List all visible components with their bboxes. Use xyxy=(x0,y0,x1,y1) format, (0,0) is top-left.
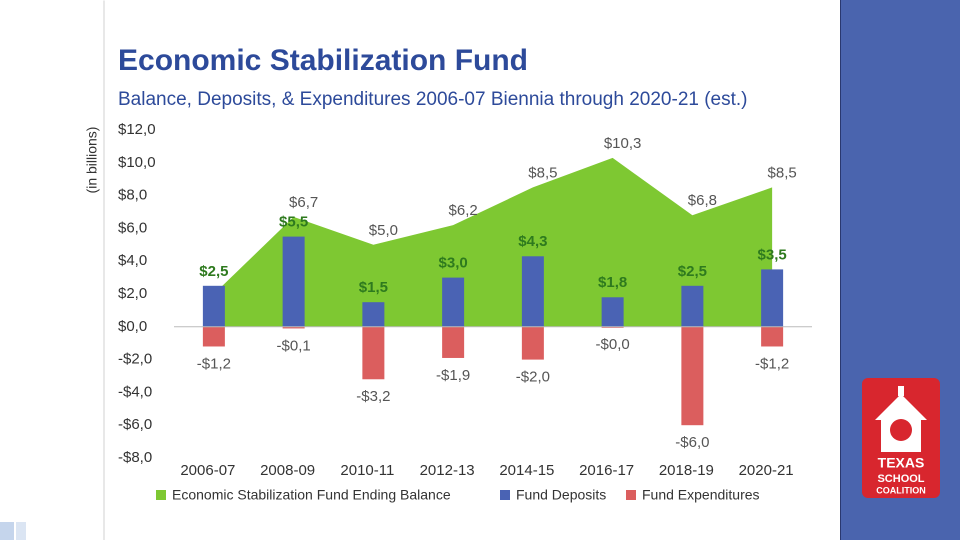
x-tick-label: 2018-19 xyxy=(659,462,714,479)
value-label: $6,8 xyxy=(688,192,717,209)
x-tick-label: 2010-11 xyxy=(340,462,394,479)
bar xyxy=(202,326,225,347)
bar xyxy=(362,302,385,327)
legend-swatch xyxy=(156,490,166,500)
y-tick-label: $4,0 xyxy=(118,252,147,269)
bar xyxy=(601,297,624,327)
value-label: $2,5 xyxy=(678,263,707,280)
logo: TEXAS SCHOOL COALITION xyxy=(862,378,940,498)
chart-subtitle: Balance, Deposits, & Expenditures 2006-0… xyxy=(118,89,748,110)
y-tick-label: -$8,0 xyxy=(118,449,152,466)
x-tick-label: 2020-21 xyxy=(739,462,794,479)
value-label: $6,2 xyxy=(449,202,478,219)
x-tick-label: 2012-13 xyxy=(420,462,475,479)
value-label: -$2,0 xyxy=(516,369,550,386)
balance-area xyxy=(213,157,773,327)
bar xyxy=(202,285,225,327)
bar xyxy=(442,277,465,327)
value-label: $3,0 xyxy=(439,255,468,272)
bar xyxy=(521,326,544,360)
value-label: -$3,2 xyxy=(356,388,390,405)
value-label: -$1,9 xyxy=(436,367,470,384)
value-label: -$6,0 xyxy=(675,434,709,451)
bar xyxy=(761,269,784,327)
chart-title: Economic Stabilization Fund xyxy=(118,44,528,77)
bar xyxy=(442,326,465,358)
logo-text: SCHOOL xyxy=(877,473,924,485)
logo-window xyxy=(890,419,912,441)
value-label: $6,7 xyxy=(289,194,318,211)
y-tick-label: $0,0 xyxy=(118,318,147,335)
y-tick-label: -$2,0 xyxy=(118,351,152,368)
bar xyxy=(761,326,784,347)
bar xyxy=(521,256,544,327)
bar xyxy=(681,285,704,327)
corner-block xyxy=(0,522,14,540)
value-label: $5,5 xyxy=(279,214,308,231)
value-label: $4,3 xyxy=(518,233,547,250)
value-label: $8,5 xyxy=(528,164,557,181)
y-tick-label: -$4,0 xyxy=(118,383,152,400)
value-label: $1,8 xyxy=(598,274,627,291)
y-tick-label: $12,0 xyxy=(118,121,156,138)
value-label: $3,5 xyxy=(758,246,787,263)
value-label: -$1,2 xyxy=(755,355,789,372)
value-label: $5,0 xyxy=(369,222,398,239)
bar xyxy=(362,326,385,380)
y-tick-label: $8,0 xyxy=(118,187,147,204)
legend-swatch xyxy=(500,490,510,500)
y-axis-label: (in billions) xyxy=(84,127,100,194)
y-tick-label: $6,0 xyxy=(118,219,147,236)
legend-label: Fund Expenditures xyxy=(642,487,760,503)
x-tick-label: 2014-15 xyxy=(499,462,554,479)
x-tick-label: 2016-17 xyxy=(579,462,634,479)
bar xyxy=(282,326,305,329)
x-tick-label: 2008-09 xyxy=(260,462,315,479)
value-label: $2,5 xyxy=(199,263,228,280)
x-tick-label: 2006-07 xyxy=(180,462,235,479)
legend-label: Fund Deposits xyxy=(516,487,606,503)
value-label: $8,5 xyxy=(768,164,797,181)
bar xyxy=(681,326,704,426)
y-tick-label: $10,0 xyxy=(118,154,156,171)
legend-label: Economic Stabilization Fund Ending Balan… xyxy=(172,487,451,503)
corner-block xyxy=(16,522,26,540)
value-label: -$1,2 xyxy=(197,355,231,372)
value-label: $10,3 xyxy=(604,135,642,152)
logo-text: COALITION xyxy=(876,485,926,495)
legend-swatch xyxy=(626,490,636,500)
y-tick-label: -$6,0 xyxy=(118,416,152,433)
y-tick-label: $2,0 xyxy=(118,285,147,302)
value-label: $1,5 xyxy=(359,279,388,296)
value-label: -$0,0 xyxy=(596,336,630,353)
bar xyxy=(282,236,305,327)
logo-text: TEXAS xyxy=(878,455,925,471)
value-label: -$0,1 xyxy=(277,337,311,354)
logo-bell xyxy=(898,386,904,396)
